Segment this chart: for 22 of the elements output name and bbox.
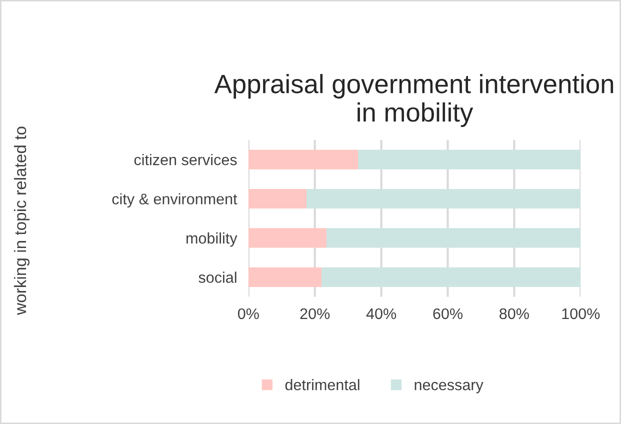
bar [358,150,581,170]
bar [248,188,307,209]
y-axis-title: working in topic related to [14,126,30,315]
y-tick-label: city & environment [112,193,238,208]
x-tick-label: 100% [562,308,600,320]
x-tick-label: 0% [238,308,259,320]
y-tick-label: mobility [186,232,238,247]
x-tick-label: 60% [433,308,462,320]
bar [248,150,358,170]
legend-label: necessary [414,382,484,394]
x-tick-label: 20% [300,308,330,320]
bar [321,267,581,287]
x-tick-label: 40% [366,308,396,320]
x-tick-label: 80% [500,308,529,320]
bar [326,228,581,248]
bar [306,188,581,209]
bar [248,228,326,248]
chart-title: Appraisal government intervention in mobility [214,74,614,127]
legend-label: detrimental [285,379,360,390]
y-tick-label: citizen services [134,154,237,166]
bar [248,267,322,287]
y-tick-label: social [198,272,236,283]
